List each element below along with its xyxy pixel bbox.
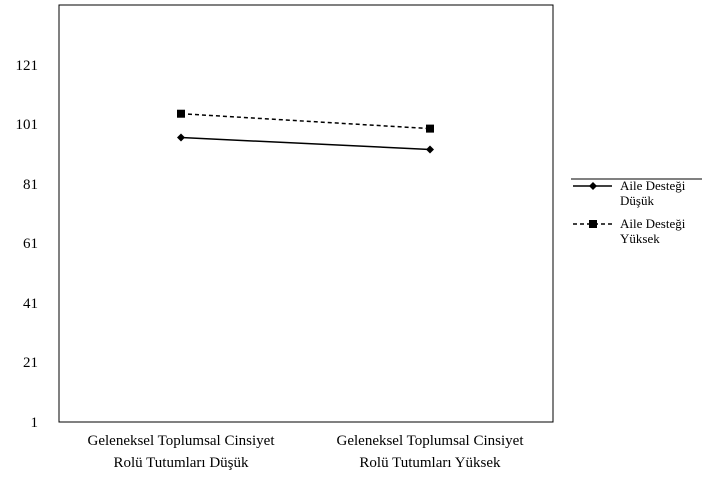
- plot-area: [59, 5, 553, 422]
- legend-square-marker: [589, 220, 597, 228]
- y-tick-label: 41: [23, 296, 38, 312]
- y-axis: 1 21 41 61 81 101 121: [16, 58, 39, 431]
- x-category-label: Rolü Tutumları Düşük: [113, 455, 249, 471]
- y-tick-label: 1: [31, 415, 39, 431]
- x-axis: Geleneksel Toplumsal Cinsiyet Rolü Tutum…: [88, 433, 525, 471]
- series-line-1: [181, 114, 430, 129]
- square-marker: [426, 125, 434, 133]
- x-category-label: Geleneksel Toplumsal Cinsiyet: [337, 433, 525, 449]
- legend-label: Düşük: [620, 193, 654, 208]
- y-tick-label: 121: [16, 58, 39, 74]
- legend-label: Yüksek: [620, 231, 660, 246]
- y-tick-label: 101: [16, 117, 39, 133]
- x-category-label: Rolü Tutumları Yüksek: [359, 455, 501, 471]
- square-marker: [177, 110, 185, 118]
- legend-label: Aile Desteği: [620, 216, 686, 231]
- y-tick-label: 61: [23, 236, 38, 252]
- x-category-label: Geleneksel Toplumsal Cinsiyet: [88, 433, 276, 449]
- legend-entry: Aile Desteği Yüksek: [573, 216, 686, 246]
- diamond-marker: [426, 145, 434, 153]
- legend: Aile Desteği Düşük Aile Desteği Yüksek: [571, 178, 702, 246]
- legend-label: Aile Desteği: [620, 178, 686, 193]
- series-line-0: [181, 138, 430, 150]
- legend-diamond-marker: [589, 182, 597, 190]
- y-tick-label: 21: [23, 355, 38, 371]
- series-layer: [177, 110, 434, 154]
- y-tick-label: 81: [23, 177, 38, 193]
- diamond-marker: [177, 134, 185, 142]
- legend-entry: Aile Desteği Düşük: [573, 178, 686, 208]
